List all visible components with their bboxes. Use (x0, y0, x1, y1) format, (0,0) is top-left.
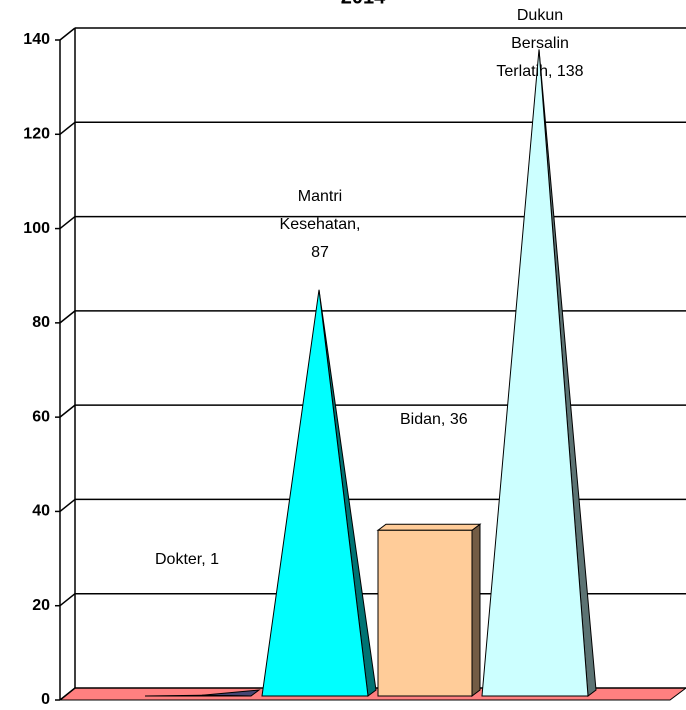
pyramid (144, 694, 252, 697)
y-tick-label: 40 (32, 503, 50, 520)
grid-line (59, 310, 76, 324)
y-tick-label: 20 (32, 597, 50, 614)
data-label: Dokter, 1 (155, 551, 220, 568)
grid-line (59, 593, 76, 607)
grid-line (59, 404, 76, 418)
box (377, 529, 473, 697)
y-tick-label: 100 (23, 220, 50, 237)
y-tick-label: 80 (32, 314, 50, 331)
data-label: Bidan, 36 (400, 411, 468, 428)
y-tick-label: 120 (23, 126, 50, 143)
pyramid (261, 289, 369, 697)
grid-line (59, 498, 76, 513)
y-tick-label: 0 (41, 691, 50, 708)
pyramid (481, 49, 589, 697)
box-top (376, 523, 482, 531)
data-label: Mantri Kesehatan, 87 (279, 188, 361, 261)
grid-line (59, 27, 76, 41)
data-label: Dukun Bersalin Terlatih, 138 (496, 7, 584, 80)
grid-line (59, 121, 76, 135)
y-tick-label: 60 (32, 408, 50, 425)
y-tick-label: 140 (23, 31, 50, 48)
grid-line (59, 215, 76, 230)
box-side (471, 523, 481, 697)
grid-line (59, 687, 76, 701)
